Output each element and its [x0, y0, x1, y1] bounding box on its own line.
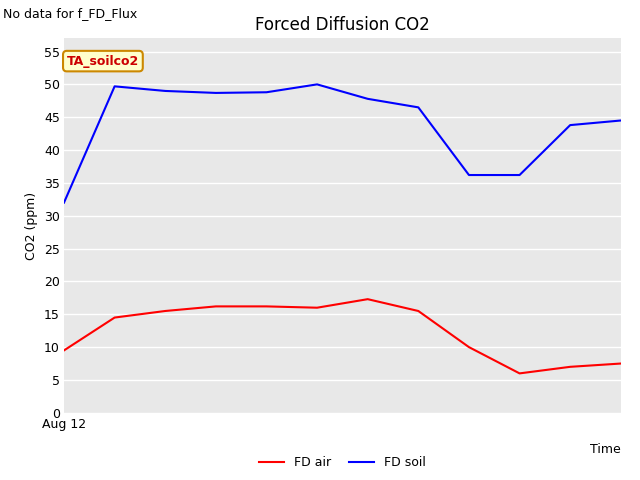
- Text: No data for f_FD_Flux: No data for f_FD_Flux: [3, 7, 138, 20]
- Title: Forced Diffusion CO2: Forced Diffusion CO2: [255, 16, 430, 34]
- Text: TA_soilco2: TA_soilco2: [67, 55, 139, 68]
- Text: Time: Time: [590, 443, 621, 456]
- Y-axis label: CO2 (ppm): CO2 (ppm): [25, 192, 38, 260]
- Legend: FD air, FD soil: FD air, FD soil: [253, 451, 431, 474]
